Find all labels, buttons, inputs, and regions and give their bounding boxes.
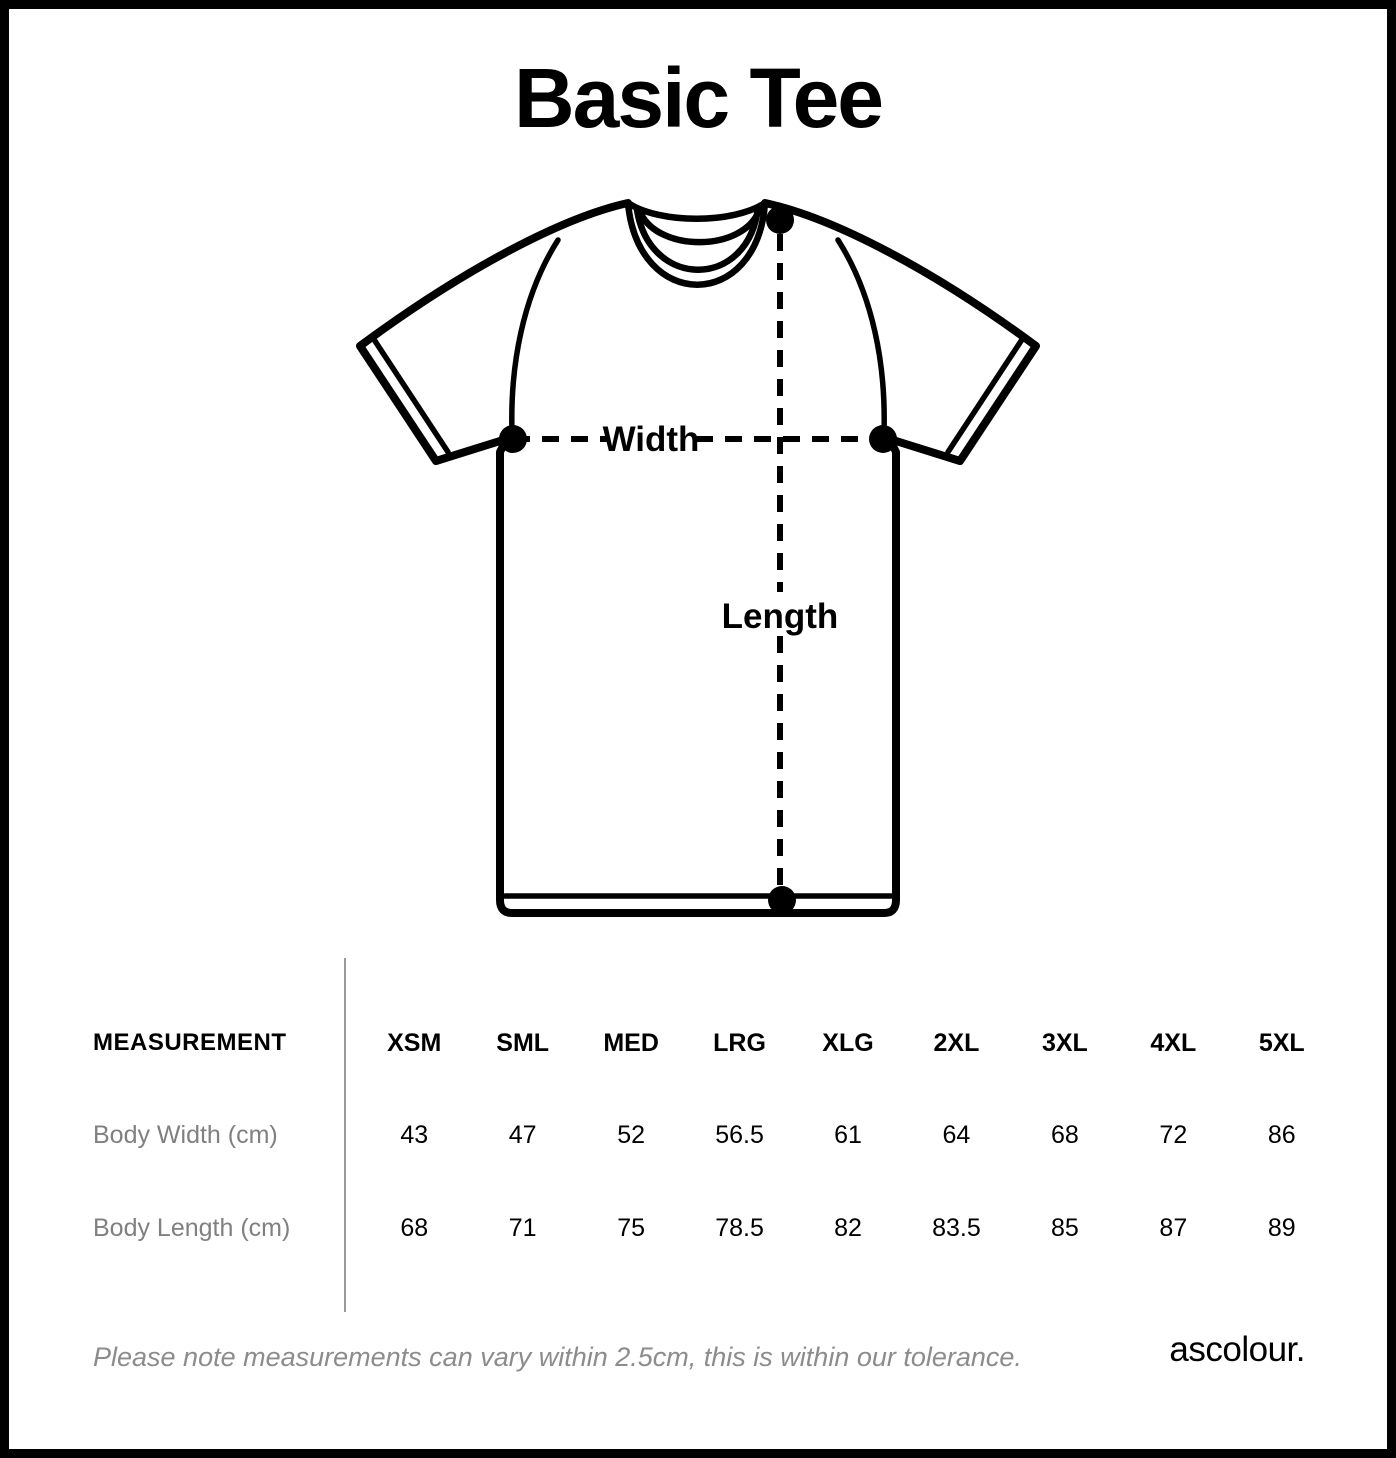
tshirt-right-armhole-seam [835,237,887,435]
tshirt-collar-outer-arc [624,199,769,288]
body-length-value: 87 [1159,1213,1188,1242]
hem-point-dot [768,886,796,914]
tshirt-right-cuff-line [945,335,1026,455]
body-width-value: 72 [1159,1121,1188,1149]
body-length-value: 83.5 [932,1213,981,1242]
tshirt-torso-outline [496,430,900,917]
body-width-value: 64 [942,1121,971,1149]
body-length-value: 82 [834,1213,862,1242]
column-header-size: XLG [822,1028,874,1057]
tshirt-left-sleeve [356,199,632,465]
brand-logo: ascolour. [1169,1330,1305,1369]
tshirt-left-cuff-line [370,335,451,455]
tshirt-left-armhole-seam [509,237,561,435]
left-armpit-dot [499,425,527,453]
body-length-value: 78.5 [715,1213,764,1242]
row-label-body-length: Body Length (cm) [93,1213,291,1242]
column-header-size: 3XL [1041,1028,1088,1057]
table-divider-line [344,958,346,1312]
body-length-value: 85 [1050,1213,1079,1242]
column-header-measurement: MEASUREMENT [93,1029,287,1056]
body-width-value: 61 [834,1121,862,1149]
column-header-size: MED [603,1028,659,1057]
column-header-size: LRG [713,1028,766,1057]
page-title: Basic Tee [514,51,884,145]
body-width-value: 56.5 [715,1121,764,1149]
length-label: Length [722,597,839,636]
body-width-value: 47 [508,1121,537,1149]
body-width-value: 43 [400,1121,429,1149]
tshirt-right-sleeve [761,199,1040,465]
tshirt-collar-mid-arc [633,204,762,273]
body-length-value: 71 [508,1213,537,1242]
tshirt-collar-inner-arc [637,207,763,246]
right-armpit-dot [869,425,897,453]
body-width-value: 86 [1267,1121,1296,1149]
body-length-value: 89 [1267,1213,1296,1242]
column-header-size: XSM [387,1028,442,1057]
body-width-value: 68 [1050,1121,1079,1149]
width-label: Width [603,420,700,459]
column-header-size: 2XL [933,1028,980,1057]
column-header-size: SML [496,1028,550,1057]
column-header-size: 4XL [1150,1028,1197,1057]
tshirt-diagram: Width Length [356,199,1040,917]
size-table: MEASUREMENT XSM SML MED LRG XLG 2XL 3XL … [60,1008,1336,1263]
body-width-value: 52 [617,1121,645,1149]
tshirt-back-neck-line [624,199,769,222]
tolerance-note: Please note measurements can vary within… [93,1342,1022,1372]
body-length-value: 68 [400,1213,429,1242]
body-length-value: 75 [617,1213,645,1242]
row-label-body-width: Body Width (cm) [93,1121,278,1149]
neck-point-dot [766,206,794,234]
column-header-size: 5XL [1258,1028,1305,1057]
